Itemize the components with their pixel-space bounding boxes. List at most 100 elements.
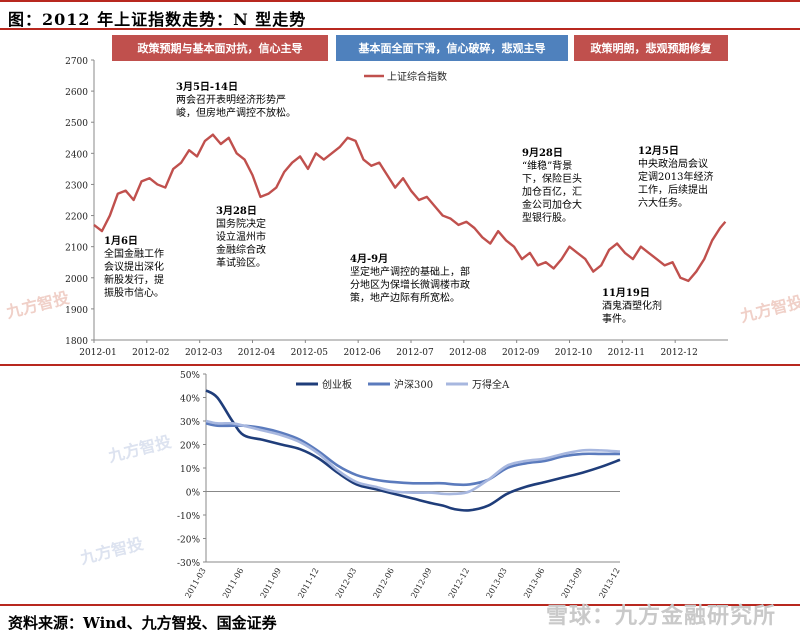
- y-tick-label: -20%: [177, 536, 200, 546]
- x-tick-label: 2012-09: [409, 567, 433, 600]
- annotation-line: 事件。: [602, 312, 632, 325]
- watermark-logo: 九方智投: [105, 432, 173, 466]
- x-tick-label: 2012-04: [238, 348, 276, 358]
- annotation-line: 工作，后续提出: [638, 183, 708, 196]
- annotation-line: 设立温州市: [216, 230, 266, 243]
- y-tick-label: 10%: [180, 465, 200, 475]
- annotation-line: 分地区为保增长微调楼市政: [350, 278, 470, 291]
- x-tick-label: 2012-05: [291, 348, 329, 358]
- y-tick-label: 1900: [65, 306, 88, 316]
- policy-banner: 政策预期与基本面对抗，信心主导: [112, 35, 328, 61]
- x-tick-label: 2012-01: [79, 348, 116, 358]
- figure-title-bar: 图：2012 年上证指数走势：N 型走势: [0, 0, 800, 30]
- x-tick-label: 2012-03: [334, 567, 358, 600]
- y-tick-label: 2000: [65, 275, 88, 285]
- source-bar: 资料来源：Wind、九方智投、国金证券: [0, 604, 800, 640]
- annotation-title: 4月-9月: [350, 253, 388, 265]
- watermark-logo: 九方智投: [77, 534, 145, 568]
- x-tick-label: 2012-06: [371, 567, 395, 600]
- series-line: [205, 419, 621, 496]
- x-tick-label: 2012-08: [449, 348, 487, 358]
- y-tick-label: 2600: [65, 88, 88, 98]
- y-tick-label: -30%: [177, 559, 200, 569]
- x-tick-label: 2013-03: [484, 567, 508, 600]
- x-tick-label: 2013-12: [597, 567, 621, 600]
- policy-banner-bg: [336, 35, 568, 61]
- x-tick-label: 2011-03: [183, 567, 207, 600]
- x-tick-label: 2011-09: [259, 567, 283, 600]
- y-tick-label: 20%: [180, 442, 200, 452]
- x-tick-label: 2012-06: [343, 348, 381, 358]
- series-line: [205, 422, 620, 487]
- policy-banner-bg: [112, 35, 328, 61]
- policy-banner: 政策明朗，悲观预期修复: [574, 35, 728, 61]
- policy-banner-text: 政策明朗，悲观预期修复: [591, 41, 713, 55]
- y-tick-label: 30%: [180, 418, 200, 428]
- sse-index-chart: 政策预期与基本面对抗，信心主导 基本面全面下滑，信心破碎，悲观主导 政策明朗，悲观预…: [3, 35, 800, 358]
- y-tick-label: -10%: [177, 512, 200, 522]
- y-tick-label: 2700: [65, 57, 88, 67]
- annotation-title: 3月5日-14日: [176, 81, 238, 93]
- board-return-chart: -30% -20% -10% 0% 10% 20% 30% 40% 50% 2011-03 2011…: [77, 371, 621, 600]
- x-tick-label: 2011-06: [221, 567, 245, 600]
- watermark-logo: 九方智投: [737, 292, 800, 326]
- policy-banner-text: 基本面全面下滑，信心破碎，悲观主导: [358, 41, 546, 55]
- annotation-title: 9月28日: [522, 147, 563, 159]
- legend-label: 上证综合指数: [387, 70, 447, 83]
- annotation-line: 坚定地产调控的基础上，部: [350, 265, 470, 278]
- annotation-line: 全国金融工作: [104, 247, 164, 260]
- y-tick-label: 1800: [65, 337, 88, 347]
- x-tick-label: 2012-07: [396, 348, 434, 358]
- annotation-title: 12月5日: [638, 145, 679, 157]
- annotation-line: 金公司加仓大: [522, 198, 582, 211]
- x-tick-label: 2012-10: [555, 348, 593, 358]
- y-tick-label: 2500: [65, 119, 88, 129]
- x-tick-label: 2012-12: [660, 348, 697, 358]
- annotation-line: 型银行股。: [522, 211, 572, 224]
- y-tick-label: 50%: [180, 371, 200, 381]
- legend-label: 创业板: [322, 378, 352, 391]
- x-tick-label: 2013-06: [522, 567, 546, 600]
- policy-banner-text: 政策预期与基本面对抗，信心主导: [138, 41, 303, 55]
- y-tick-label: 2300: [65, 181, 88, 191]
- annotation-title: 3月28日: [216, 205, 257, 217]
- separator: [0, 364, 800, 366]
- annotation-line: 振股市信心。: [104, 286, 164, 299]
- annotation-line: 定调2013年经济: [638, 170, 713, 183]
- sse-index-line: [93, 133, 727, 283]
- source-text: 资料来源：Wind、九方智投、国金证券: [8, 614, 277, 632]
- figure-title: 图：2012 年上证指数走势：N 型走势: [8, 10, 307, 29]
- watermark-logo: 九方智投: [3, 288, 71, 322]
- annotation-title: 11月19日: [602, 287, 650, 299]
- y-tick-label: 40%: [180, 395, 200, 405]
- annotation-line: 国务院决定: [216, 217, 266, 230]
- annotation-line: 加仓百亿，汇: [522, 185, 582, 198]
- annotation-line: 两会召开表明经济形势严: [176, 93, 286, 106]
- y-tick-label: 0%: [186, 489, 201, 499]
- x-tick-label: 2013-09: [560, 567, 584, 600]
- annotation-line: 六大任务。: [638, 196, 688, 209]
- annotation-line: 下，保险巨头: [522, 172, 582, 185]
- y-tick-label: 2400: [65, 150, 88, 160]
- annotation-line: 策，地产边际有所宽松。: [350, 291, 460, 304]
- legend-label: 沪深300: [394, 378, 433, 391]
- watermark-text: 雪球：九方金融研究所: [545, 604, 776, 629]
- annotation-line: 中央政治局会议: [638, 157, 708, 170]
- annotation-line: 会议提出深化: [104, 260, 164, 273]
- annotation-line: “维稳”背景: [522, 159, 572, 172]
- x-tick-label: 2011-12: [296, 567, 320, 600]
- annotation-line: 金融综合改: [216, 243, 266, 256]
- legend-label: 万得全A: [472, 378, 510, 391]
- annotation-line: 峻，但房地产调控不放松。: [176, 106, 296, 119]
- x-tick-label: 2012-11: [608, 348, 645, 358]
- x-tick-label: 2012-12: [447, 567, 471, 600]
- annotation-title: 1月6日: [104, 235, 138, 247]
- x-tick-label: 2012-09: [502, 348, 540, 358]
